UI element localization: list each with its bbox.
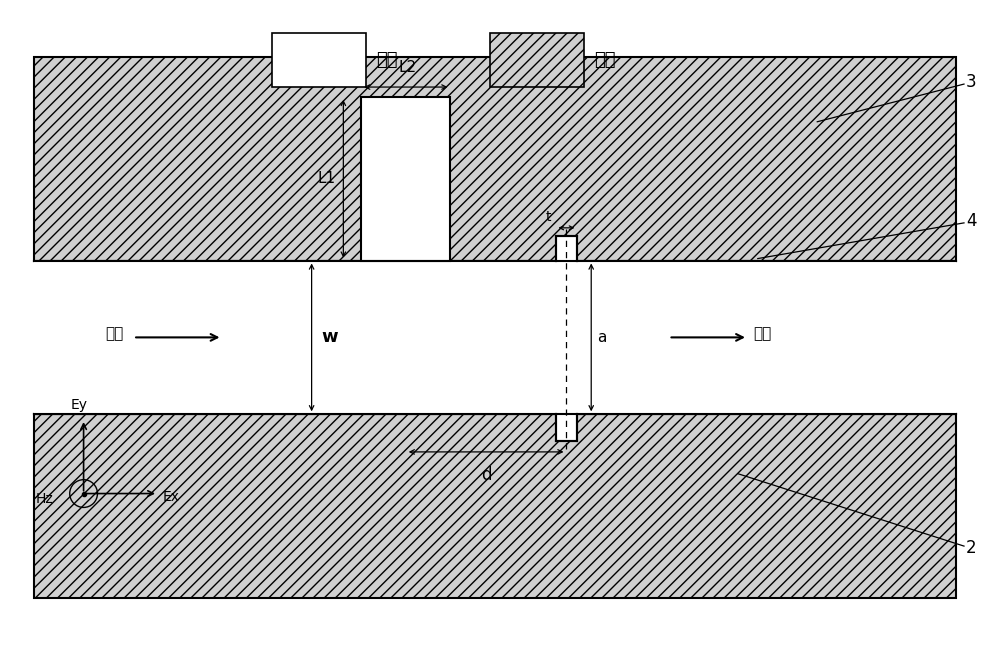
Bar: [490, 32, 584, 87]
Text: d: d: [481, 466, 491, 484]
Text: Hz: Hz: [36, 491, 54, 506]
Bar: [34, 414, 956, 597]
Bar: [272, 32, 366, 87]
Bar: [34, 261, 956, 414]
Bar: [361, 97, 450, 261]
Text: Ey: Ey: [71, 398, 88, 412]
Text: L1: L1: [317, 171, 335, 187]
Text: 4: 4: [966, 212, 976, 230]
Text: 输入: 输入: [105, 326, 123, 341]
Bar: [34, 57, 956, 261]
Text: 输出: 输出: [753, 326, 771, 341]
Text: w: w: [322, 328, 338, 346]
Text: t: t: [546, 210, 552, 224]
Text: 2: 2: [966, 539, 977, 557]
Text: Ex: Ex: [163, 489, 180, 504]
Text: L2: L2: [399, 60, 417, 75]
Bar: [556, 414, 577, 441]
Text: 空气: 空气: [376, 51, 398, 69]
Text: a: a: [597, 330, 607, 345]
Text: 金属: 金属: [594, 51, 616, 69]
Bar: [556, 261, 577, 414]
Text: 3: 3: [966, 73, 977, 91]
Bar: [556, 236, 577, 261]
